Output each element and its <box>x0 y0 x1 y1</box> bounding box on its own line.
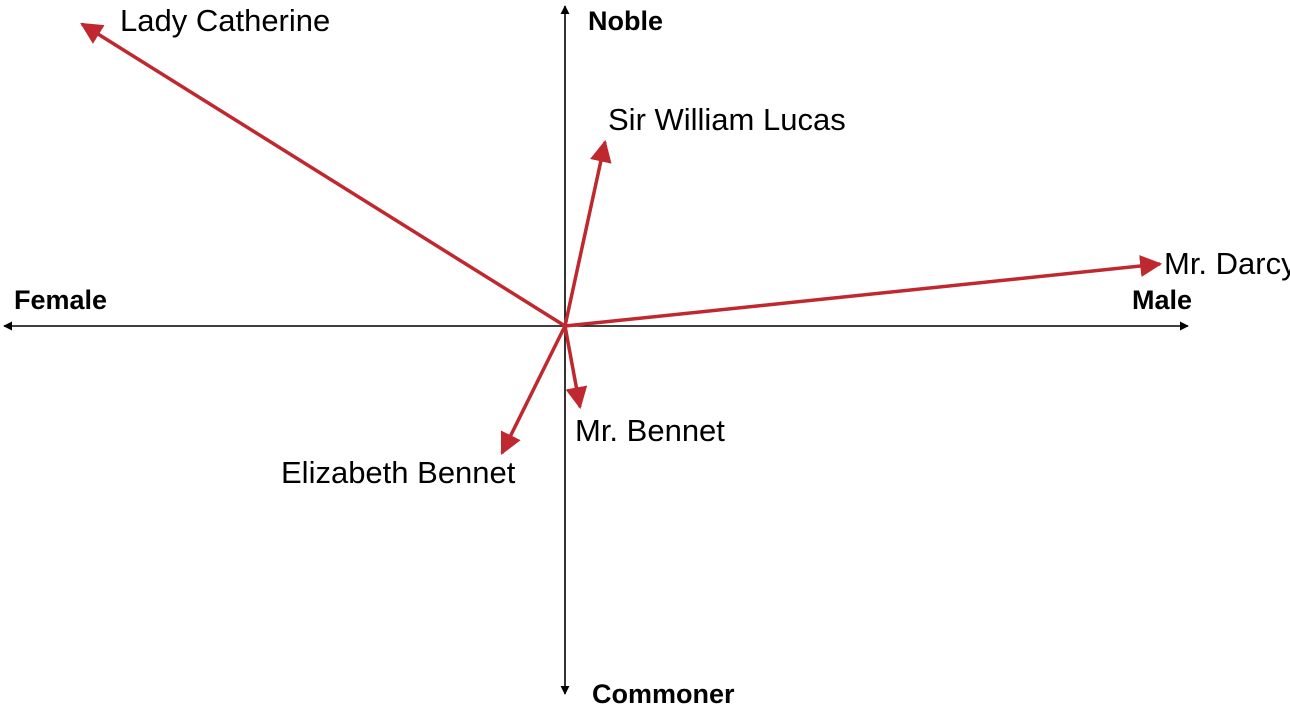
vector-lady-catherine: Lady Catherine <box>80 3 566 328</box>
vector-arrow <box>500 325 567 455</box>
axis-label-male: Male <box>1132 285 1192 315</box>
vector-arrow <box>564 255 1163 328</box>
vector-arrow <box>80 22 566 328</box>
vector-arrow <box>563 139 612 327</box>
vector-mr-bennet: Mr. Bennet <box>563 325 725 448</box>
axis-label-commoner: Commoner <box>592 679 735 709</box>
vector-mr-darcy: Mr. Darcy <box>564 246 1290 328</box>
vector-label: Sir William Lucas <box>608 102 846 137</box>
vector-label: Lady Catherine <box>120 3 330 38</box>
vector-arrow <box>563 325 588 410</box>
vector-label: Mr. Bennet <box>575 413 725 448</box>
axis-label-female: Female <box>14 285 107 315</box>
vector-label: Elizabeth Bennet <box>281 455 516 490</box>
vector-elizabeth-bennet: Elizabeth Bennet <box>281 325 567 490</box>
axis-label-noble: Noble <box>588 6 663 36</box>
vector-sir-william-lucas: Sir William Lucas <box>563 102 846 327</box>
vector-label: Mr. Darcy <box>1164 246 1290 281</box>
